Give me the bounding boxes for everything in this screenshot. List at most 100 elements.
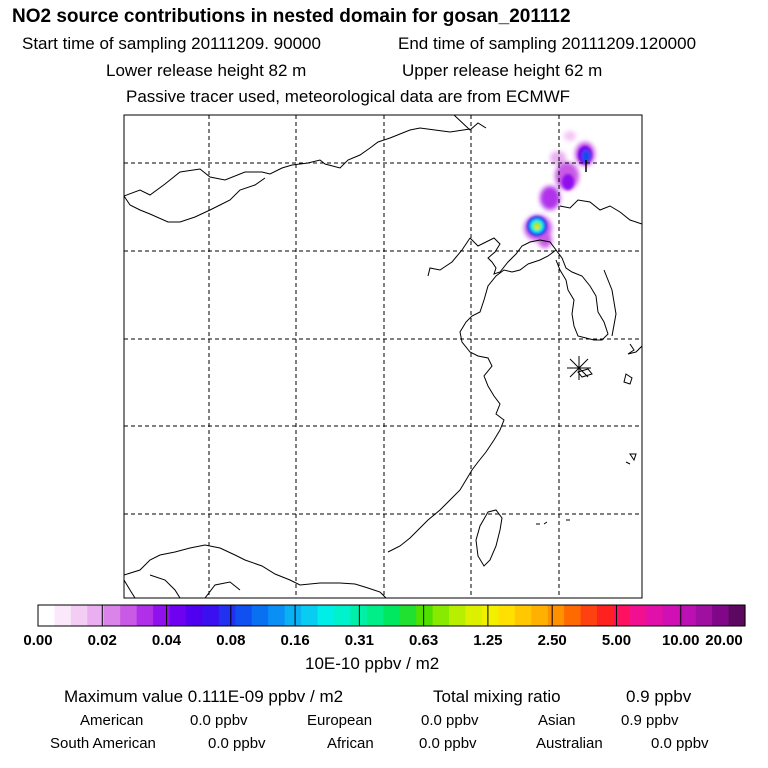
japan-coast xyxy=(623,373,633,385)
colorbar-swatch xyxy=(597,605,615,626)
colorbar-swatch xyxy=(679,605,697,626)
colorbar-swatch xyxy=(416,605,434,626)
colorbar-ticks xyxy=(101,605,682,626)
colorbar-swatch xyxy=(136,605,154,626)
colorbar-swatch xyxy=(613,605,631,626)
colorbar-tick-label: 0.04 xyxy=(151,632,182,649)
colorbar-swatch xyxy=(251,605,269,626)
lower-height-label: Lower release height 82 m xyxy=(106,61,307,80)
tracer-note: Passive tracer used, meteorological data… xyxy=(126,87,571,106)
plume-halo xyxy=(550,151,566,165)
island xyxy=(543,521,548,525)
colorbar-tick-label: 2.50 xyxy=(537,632,567,649)
colorbar-swatch xyxy=(514,605,532,626)
border-line xyxy=(559,199,642,225)
colorbar-swatch xyxy=(662,605,680,626)
colorbar-tick-label: 5.00 xyxy=(601,632,632,649)
colorbar-tick-label: 0.02 xyxy=(87,632,117,649)
japan-coast xyxy=(627,343,642,355)
colorbar-swatch xyxy=(87,605,105,626)
colorbar-swatch xyxy=(103,605,121,626)
colorbar-tick-label: 1.25 xyxy=(473,632,503,649)
region-value: 0.9 ppbv xyxy=(621,712,679,729)
colorbar-swatch xyxy=(547,605,565,626)
region-name: American xyxy=(80,712,144,729)
colorbar-swatch xyxy=(185,605,204,626)
plume-core xyxy=(562,174,574,190)
colorbar-tick-label: 10.00 xyxy=(661,632,700,649)
colorbar-swatch xyxy=(695,605,713,626)
colorbar-swatch xyxy=(120,605,138,626)
korea-coast xyxy=(555,249,609,341)
colorbar-swatch xyxy=(728,605,746,626)
map-area xyxy=(124,115,642,598)
colorbar-swatch xyxy=(301,605,319,626)
plume-core xyxy=(535,225,539,229)
colorbar-swatch xyxy=(54,605,72,626)
colorbar-frame xyxy=(37,604,746,627)
total-mixing-value: 0.9 ppbv xyxy=(626,687,692,706)
colorbar-tick-label: 0.08 xyxy=(216,632,246,649)
colorbar-swatch xyxy=(449,605,467,626)
island xyxy=(629,453,637,462)
max-value-label: Maximum value 0.111E-09 ppbv / m2 xyxy=(64,687,344,706)
region-name: European xyxy=(307,712,373,729)
colorbar-swatch xyxy=(712,605,730,626)
colorbar-tick-label: 0.63 xyxy=(409,632,439,649)
colorbar xyxy=(37,604,746,627)
region-value: 0.0 ppbv xyxy=(651,735,709,752)
colorbar-tick-label: 0.16 xyxy=(280,632,310,649)
receptor-marker xyxy=(567,356,591,380)
border-line xyxy=(124,177,266,223)
plume-core xyxy=(582,150,590,162)
page-title: NO2 source contributions in nested domai… xyxy=(12,6,571,27)
colorbar-tick-label: 0.00 xyxy=(23,632,53,649)
total-mixing-label: Total mixing ratio xyxy=(433,687,561,706)
grid-lines xyxy=(124,115,642,598)
colorbar-tick-label: 0.31 xyxy=(344,632,374,649)
colorbar-swatch xyxy=(70,605,88,626)
taiwan xyxy=(475,509,503,567)
coastline-north xyxy=(469,237,557,275)
colorbar-swatch xyxy=(202,605,220,626)
region-value: 0.0 ppbv xyxy=(419,735,477,752)
plume-layer xyxy=(524,131,595,248)
colorbar-swatch xyxy=(481,605,499,626)
border-line xyxy=(124,127,471,197)
colorbar-swatch xyxy=(284,605,302,626)
border-line xyxy=(124,544,387,598)
colorbar-swatch xyxy=(646,605,664,626)
island xyxy=(625,461,631,465)
region-value: 0.0 ppbv xyxy=(190,712,248,729)
colorbar-swatch xyxy=(366,605,384,626)
plume-halo xyxy=(540,186,560,210)
upper-height-label: Upper release height 62 m xyxy=(402,61,603,80)
jeju-island xyxy=(577,368,593,378)
china-coast xyxy=(387,263,529,553)
region-value: 0.0 ppbv xyxy=(421,712,479,729)
border-line xyxy=(124,579,136,598)
colorbar-swatch xyxy=(383,605,401,626)
colorbar-swatch xyxy=(432,605,450,626)
region-value: 0.0 ppbv xyxy=(208,735,266,752)
colorbar-swatch xyxy=(333,605,351,626)
border-line xyxy=(453,115,487,131)
colorbar-tick-label: 20.00 xyxy=(705,632,743,649)
colorbar-swatch xyxy=(498,605,516,626)
colorbar-swatch xyxy=(218,605,236,626)
end-time-label: End time of sampling 20111209.120000 xyxy=(398,34,697,53)
colorbar-swatch xyxy=(564,605,582,626)
region-name: Asian xyxy=(538,712,576,729)
colorbar-swatch xyxy=(235,605,253,626)
colorbar-swatch xyxy=(169,605,187,626)
coastlines xyxy=(124,115,642,598)
coastline-north xyxy=(427,237,471,277)
colorbar-swatch xyxy=(38,605,56,626)
border-line xyxy=(149,574,181,598)
colorbar-swatch xyxy=(268,605,286,626)
korea-coast xyxy=(603,269,617,337)
start-time-label: Start time of sampling 20111209. 90000 xyxy=(22,34,321,53)
region-name: Australian xyxy=(536,735,603,752)
colorbar-swatch xyxy=(580,605,598,626)
